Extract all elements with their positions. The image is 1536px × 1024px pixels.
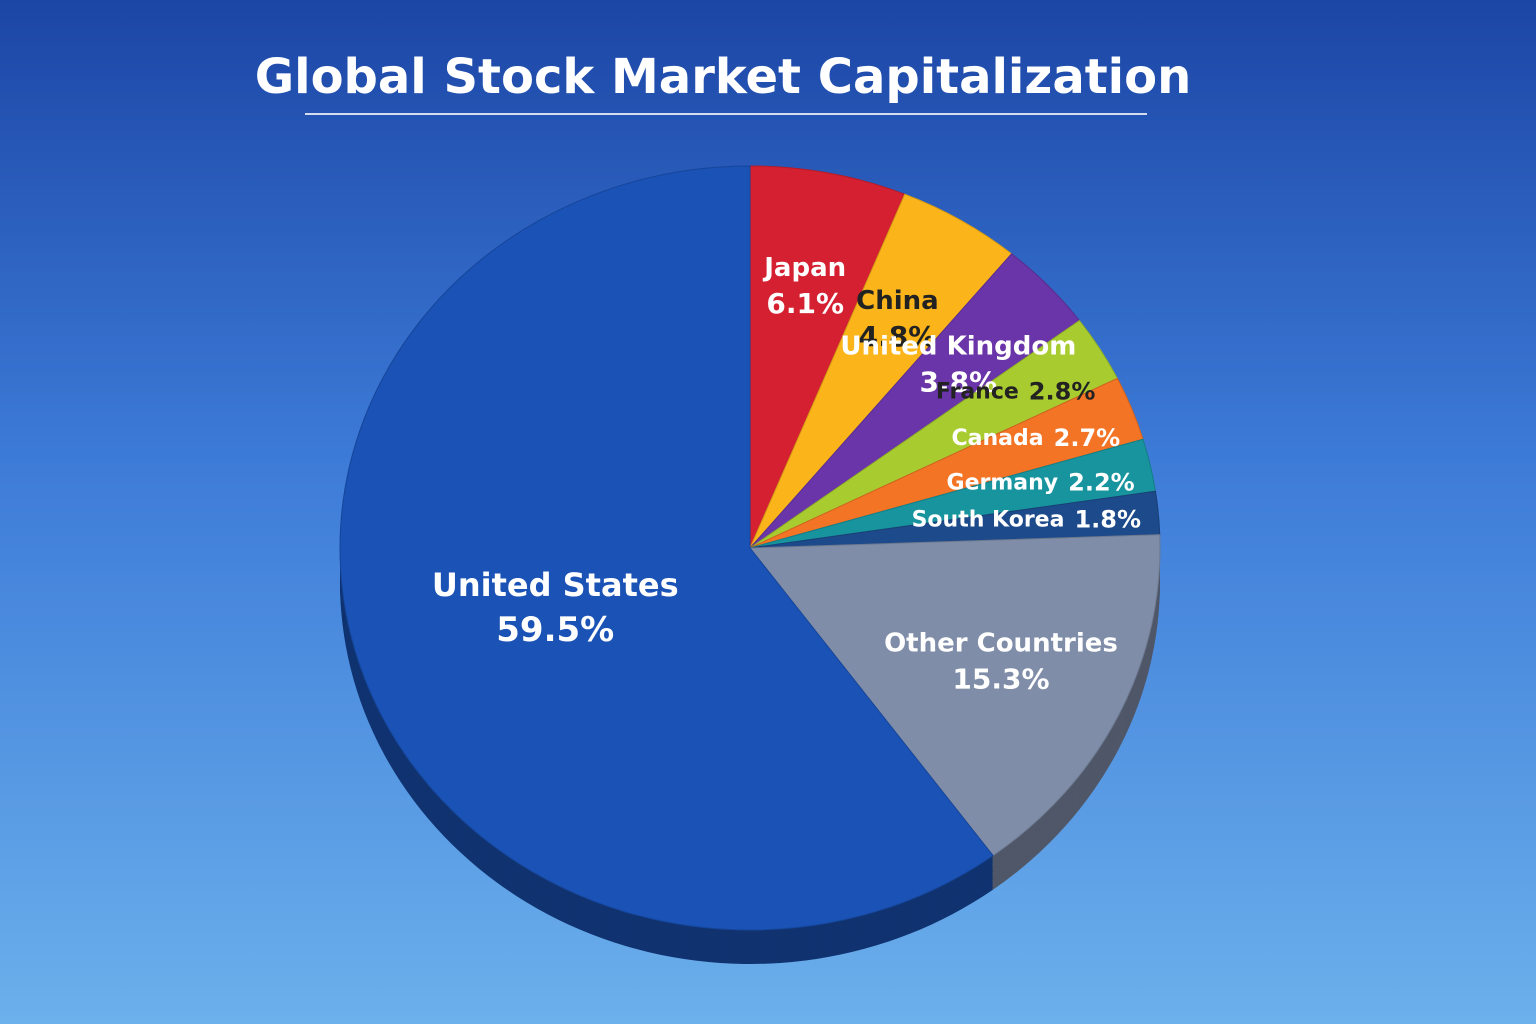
pie	[339, 165, 1161, 931]
slice-label: United States	[432, 566, 679, 604]
value-label: 1.8%	[1074, 506, 1141, 534]
value-label: 2.8%	[1029, 378, 1096, 406]
pie-labels: Japan 6.1% China 4.8%United Kingdom 3.8%Fran…	[432, 253, 1141, 695]
slice	[339, 165, 994, 931]
chart-title: Global Stock Market Capitalization	[255, 49, 1192, 105]
slice-label: Germany	[947, 470, 1059, 495]
value-label: 15.3%	[952, 663, 1049, 696]
value-label: 2.7%	[1054, 424, 1121, 452]
value-label: 2.2%	[1068, 468, 1135, 496]
value-label: 4.8%	[859, 320, 937, 353]
slice	[748, 534, 1161, 857]
slice	[749, 165, 906, 549]
value-label: 59.5%	[496, 610, 614, 650]
slice-label: Other Countries	[884, 629, 1118, 659]
slice-label: Canada	[952, 426, 1044, 451]
slice-label: South Korea	[912, 508, 1065, 533]
slice-label: United Kingdom	[840, 332, 1076, 362]
slice-label: France	[936, 380, 1019, 405]
value-label: 6.1%	[766, 287, 844, 320]
slice-label: China	[856, 286, 939, 316]
slice-label: Japan	[762, 253, 846, 283]
value-label: 3.8%	[920, 366, 998, 399]
